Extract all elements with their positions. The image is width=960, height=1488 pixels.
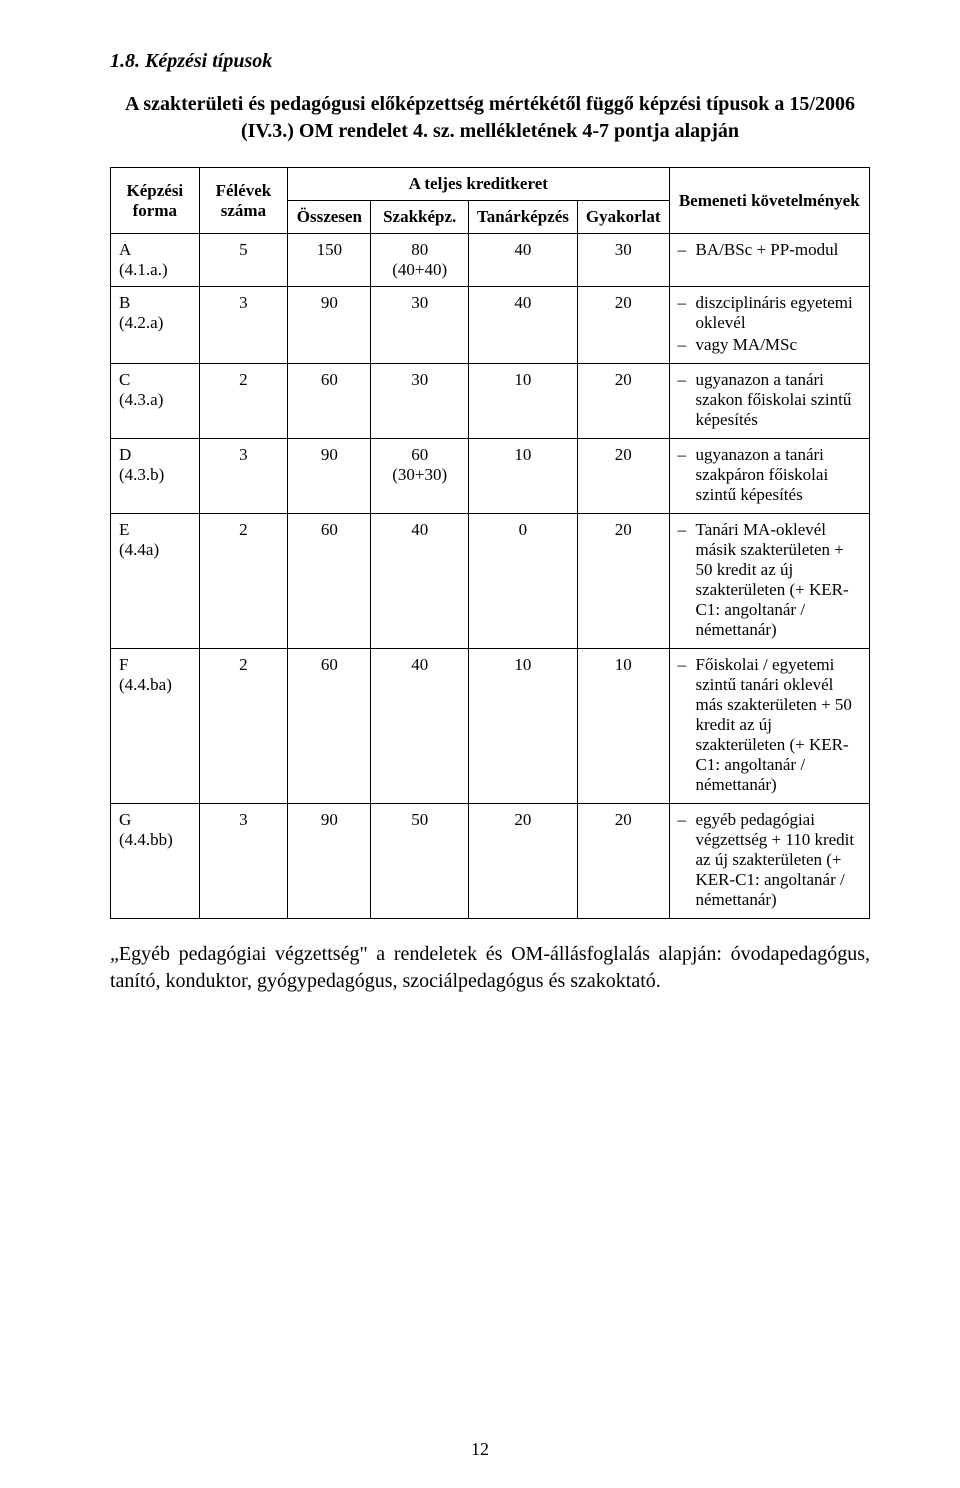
row-code-ref: (4.4.ba) bbox=[119, 675, 172, 694]
cell-requirements: diszciplináris egyetemi oklevélvagy MA/M… bbox=[669, 287, 869, 364]
cell-felevek: 2 bbox=[199, 514, 288, 649]
row-code-letter: F bbox=[119, 655, 128, 674]
cell-tanar: 10 bbox=[468, 439, 577, 514]
cell-osszesen: 90 bbox=[288, 439, 371, 514]
cell-szak: 40 bbox=[371, 649, 468, 804]
requirement-item: egyéb pedagógiai végzettség + 110 kredit… bbox=[678, 810, 861, 910]
requirement-item: Főiskolai / egyetemi szintű tanári oklev… bbox=[678, 655, 861, 795]
requirement-item: Tanári MA-oklevél másik szakterületen + … bbox=[678, 520, 861, 640]
cell-requirements: Tanári MA-oklevél másik szakterületen + … bbox=[669, 514, 869, 649]
cell-gyak: 20 bbox=[577, 804, 669, 919]
page-number: 12 bbox=[0, 1439, 960, 1460]
cell-tanar: 0 bbox=[468, 514, 577, 649]
row-code: D(4.3.b) bbox=[111, 439, 200, 514]
cell-szak: 30 bbox=[371, 287, 468, 364]
table-row: D(4.3.b)39060(30+30)1020ugyanazon a taná… bbox=[111, 439, 870, 514]
cell-osszesen: 90 bbox=[288, 287, 371, 364]
cell-osszesen: 60 bbox=[288, 649, 371, 804]
requirement-item: BA/BSc + PP-modul bbox=[678, 240, 861, 260]
row-code: C(4.3.a) bbox=[111, 364, 200, 439]
cell-gyak: 20 bbox=[577, 287, 669, 364]
cell-gyak: 10 bbox=[577, 649, 669, 804]
row-code: B(4.2.a) bbox=[111, 287, 200, 364]
header-gyakorlat: Gyakorlat bbox=[577, 201, 669, 234]
header-teljes: A teljes kreditkeret bbox=[288, 168, 669, 201]
header-osszesen: Összesen bbox=[288, 201, 371, 234]
section-heading: 1.8. Képzési típusok bbox=[110, 50, 870, 73]
subtitle-line-1: A szakterületi és pedagógusi előképzetts… bbox=[125, 93, 855, 115]
cell-felevek: 3 bbox=[199, 804, 288, 919]
table-row: E(4.4a)26040020Tanári MA-oklevél másik s… bbox=[111, 514, 870, 649]
cell-tanar: 20 bbox=[468, 804, 577, 919]
cell-requirements: ugyanazon a tanári szakon főiskolai szin… bbox=[669, 364, 869, 439]
cell-requirements: ugyanazon a tanári szakpáron főiskolai s… bbox=[669, 439, 869, 514]
header-bemenet: Bemeneti követelmények bbox=[669, 168, 869, 234]
cell-tanar: 40 bbox=[468, 287, 577, 364]
table-row: F(4.4.ba)260401010Főiskolai / egyetemi s… bbox=[111, 649, 870, 804]
cell-osszesen: 150 bbox=[288, 234, 371, 287]
row-code-letter: G bbox=[119, 810, 131, 829]
header-forma: Képzési forma bbox=[111, 168, 200, 234]
cell-szak: 50 bbox=[371, 804, 468, 919]
cell-tanar: 40 bbox=[468, 234, 577, 287]
cell-szak: 80(40+40) bbox=[371, 234, 468, 287]
cell-gyak: 20 bbox=[577, 439, 669, 514]
row-code-letter: A bbox=[119, 240, 131, 259]
subtitle: A szakterületi és pedagógusi előképzetts… bbox=[110, 91, 870, 145]
table-row: G(4.4.bb)390502020egyéb pedagógiai végze… bbox=[111, 804, 870, 919]
cell-tanar: 10 bbox=[468, 364, 577, 439]
table-row: C(4.3.a)260301020ugyanazon a tanári szak… bbox=[111, 364, 870, 439]
cell-requirements: Főiskolai / egyetemi szintű tanári oklev… bbox=[669, 649, 869, 804]
row-code-ref: (4.4.bb) bbox=[119, 830, 173, 849]
cell-felevek: 5 bbox=[199, 234, 288, 287]
cell-felevek: 2 bbox=[199, 649, 288, 804]
cell-osszesen: 60 bbox=[288, 364, 371, 439]
cell-requirements: BA/BSc + PP-modul bbox=[669, 234, 869, 287]
cell-szak: 60(30+30) bbox=[371, 439, 468, 514]
requirement-item: ugyanazon a tanári szakon főiskolai szin… bbox=[678, 370, 861, 430]
row-code-ref: (4.1.a.) bbox=[119, 260, 168, 279]
row-code: F(4.4.ba) bbox=[111, 649, 200, 804]
row-code-ref: (4.3.b) bbox=[119, 465, 164, 484]
cell-tanar: 10 bbox=[468, 649, 577, 804]
cell-requirements: egyéb pedagógiai végzettség + 110 kredit… bbox=[669, 804, 869, 919]
table-row: A(4.1.a.)515080(40+40)4030BA/BSc + PP-mo… bbox=[111, 234, 870, 287]
subtitle-line-2: (IV.3.) OM rendelet 4. sz. mellékletének… bbox=[241, 120, 739, 142]
requirement-item: vagy MA/MSc bbox=[678, 335, 861, 355]
row-code-ref: (4.2.a) bbox=[119, 313, 163, 332]
cell-felevek: 2 bbox=[199, 364, 288, 439]
cell-felevek: 3 bbox=[199, 287, 288, 364]
cell-gyak: 30 bbox=[577, 234, 669, 287]
row-code-letter: C bbox=[119, 370, 130, 389]
header-felevek: Félévek száma bbox=[199, 168, 288, 234]
header-szakkepz: Szakképz. bbox=[371, 201, 468, 234]
header-tanarkepzes: Tanárképzés bbox=[468, 201, 577, 234]
row-code-ref: (4.3.a) bbox=[119, 390, 163, 409]
cell-osszesen: 90 bbox=[288, 804, 371, 919]
training-types-table: Képzési forma Félévek száma A teljes kre… bbox=[110, 167, 870, 919]
cell-felevek: 3 bbox=[199, 439, 288, 514]
cell-gyak: 20 bbox=[577, 364, 669, 439]
row-code: E(4.4a) bbox=[111, 514, 200, 649]
cell-gyak: 20 bbox=[577, 514, 669, 649]
cell-szak: 30 bbox=[371, 364, 468, 439]
footer-paragraph: „Egyéb pedagógiai végzettség" a rendelet… bbox=[110, 941, 870, 995]
row-code: G(4.4.bb) bbox=[111, 804, 200, 919]
table-body: A(4.1.a.)515080(40+40)4030BA/BSc + PP-mo… bbox=[111, 234, 870, 919]
row-code-letter: D bbox=[119, 445, 131, 464]
row-code-ref: (4.4a) bbox=[119, 540, 159, 559]
table-header: Képzési forma Félévek száma A teljes kre… bbox=[111, 168, 870, 234]
requirement-item: ugyanazon a tanári szakpáron főiskolai s… bbox=[678, 445, 861, 505]
row-code: A(4.1.a.) bbox=[111, 234, 200, 287]
row-code-letter: E bbox=[119, 520, 129, 539]
table-row: B(4.2.a)390304020diszciplináris egyetemi… bbox=[111, 287, 870, 364]
requirement-item: diszciplináris egyetemi oklevél bbox=[678, 293, 861, 333]
cell-szak: 40 bbox=[371, 514, 468, 649]
document-page: 1.8. Képzési típusok A szakterületi és p… bbox=[0, 0, 960, 1488]
row-code-letter: B bbox=[119, 293, 130, 312]
cell-osszesen: 60 bbox=[288, 514, 371, 649]
